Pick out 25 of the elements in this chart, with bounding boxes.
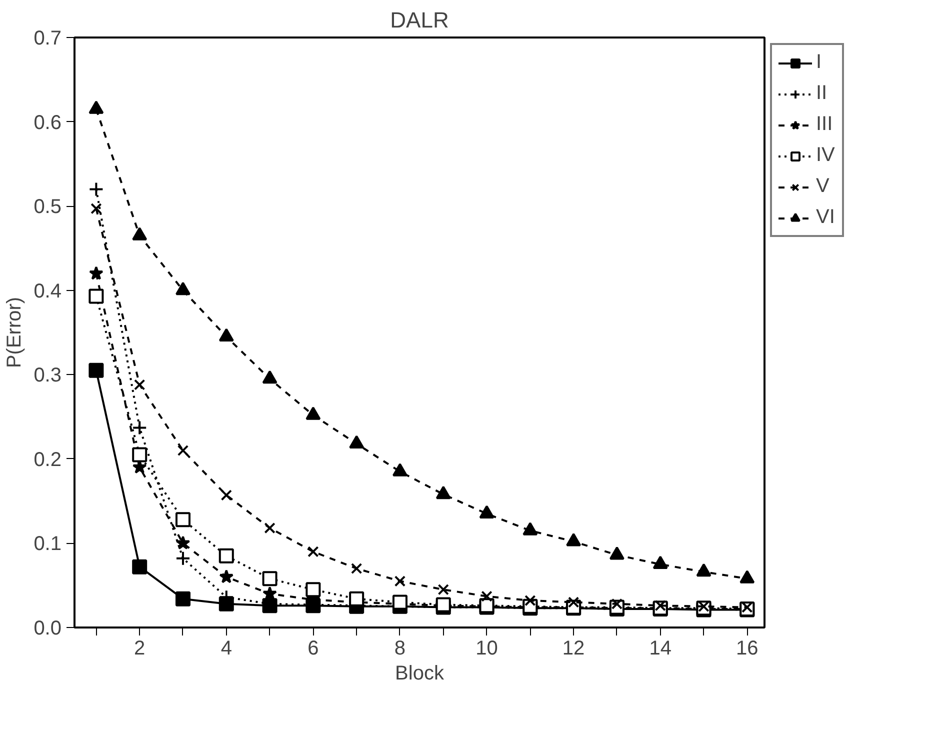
legend-label: III	[816, 113, 834, 136]
y-tick-label: 0.1	[34, 533, 62, 556]
y-axis-title: P(Error)	[4, 296, 26, 368]
chart-title: DALR	[390, 8, 449, 32]
y-tick-label: 0.7	[34, 28, 62, 50]
x-tick-label: 12	[562, 638, 585, 660]
y-tick-label: 0.5	[34, 196, 62, 218]
x-tick-label: 10	[476, 638, 498, 660]
legend-label: II	[816, 82, 828, 105]
y-tick-label: 0.0	[34, 618, 62, 640]
x-tick-label: 14	[649, 638, 672, 660]
x-tick-label: 16	[736, 638, 758, 660]
legend-label: I	[816, 51, 823, 74]
y-tick-label: 0.3	[34, 364, 62, 387]
legend-label: VI	[816, 206, 836, 229]
x-axis-title: Block	[395, 662, 445, 684]
legend-label: V	[816, 175, 830, 198]
x-tick-label: 6	[308, 638, 319, 660]
x-tick-label: 2	[134, 638, 146, 660]
y-tick-label: 0.2	[34, 448, 62, 471]
y-tick-label: 0.4	[34, 280, 62, 302]
x-tick-label: 4	[220, 638, 232, 660]
legend-label: IV	[816, 144, 836, 167]
y-tick-label: 0.6	[34, 112, 62, 134]
x-tick-label: 8	[394, 638, 406, 660]
